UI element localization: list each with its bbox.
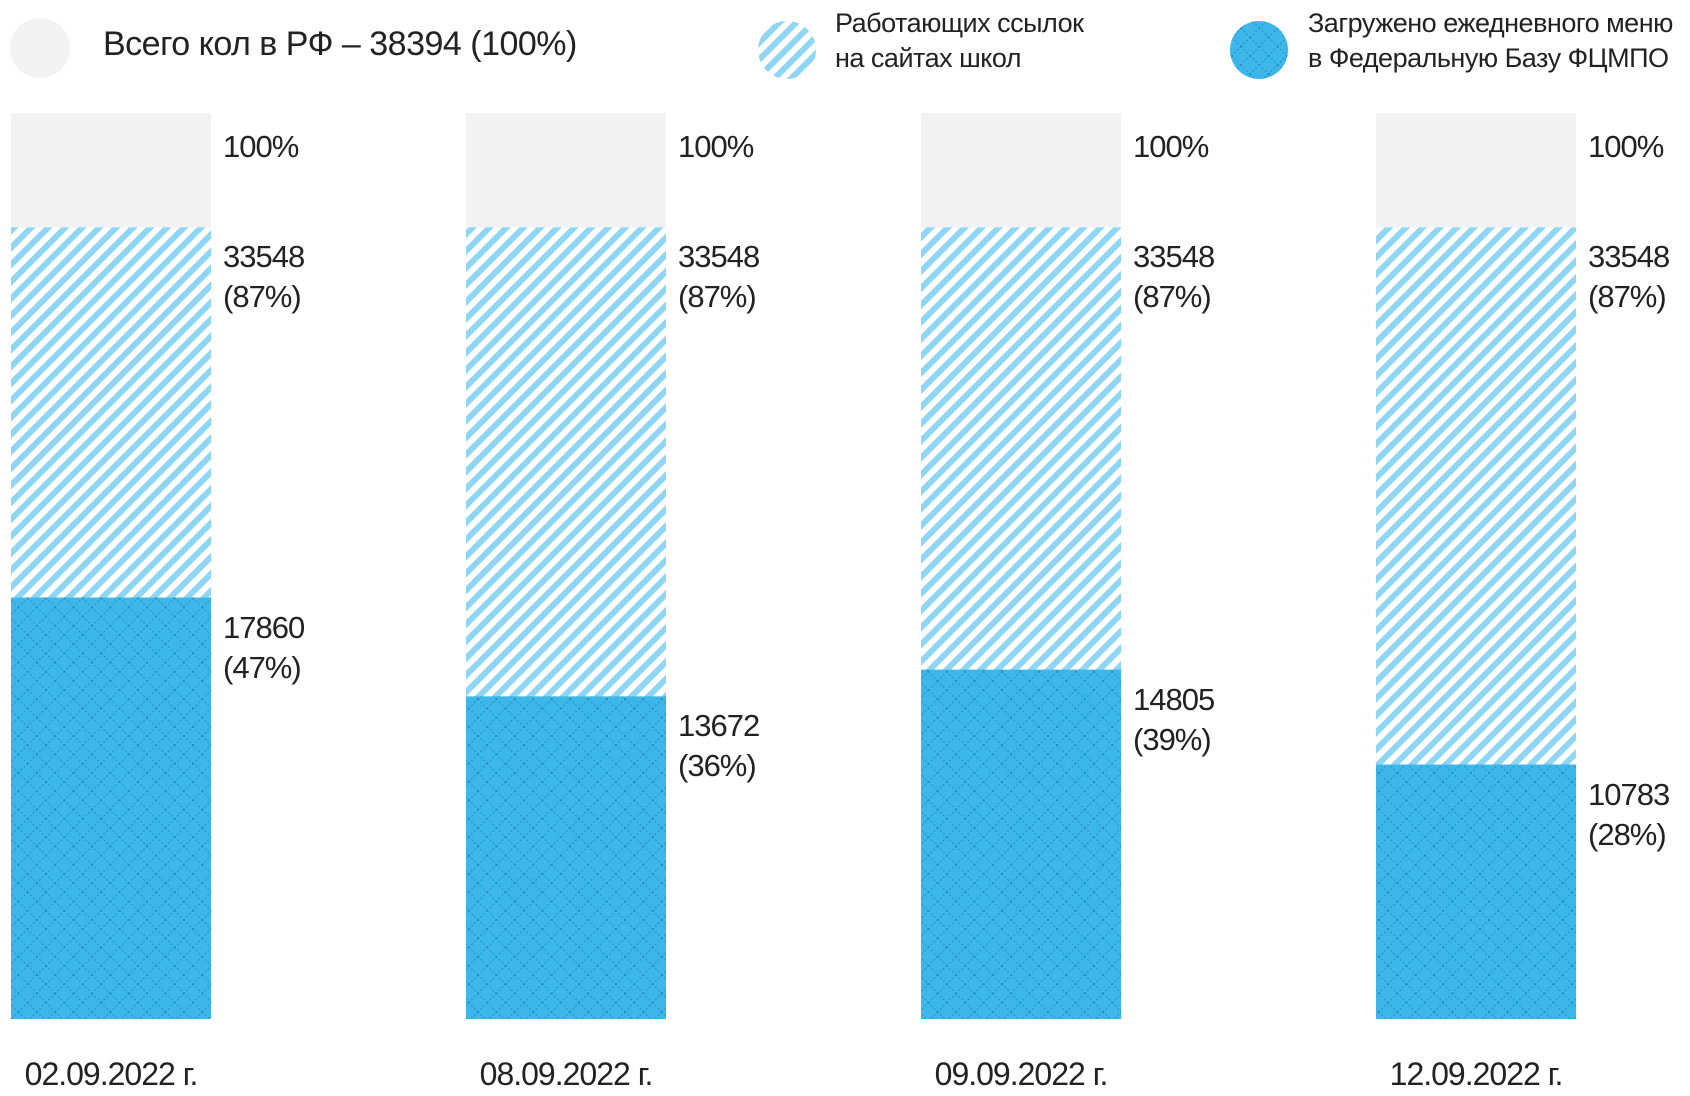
- bar: [11, 597, 211, 1019]
- data-label: 100%: [1588, 129, 1664, 164]
- bar: [921, 669, 1121, 1019]
- data-label: 100%: [1133, 129, 1209, 164]
- data-label: 33548 (87%): [223, 239, 305, 315]
- data-label: 10783 (28%): [1588, 776, 1670, 852]
- data-label: 33548 (87%): [1588, 239, 1670, 315]
- data-label: 100%: [678, 129, 754, 164]
- data-label: 33548 (87%): [1133, 239, 1215, 315]
- x-tick-label: 02.09.2022 г.: [24, 1056, 199, 1092]
- data-label: 33548 (87%): [678, 239, 760, 315]
- data-label: 14805 (39%): [1133, 681, 1215, 757]
- x-tick-label: 12.09.2022 г.: [1389, 1056, 1564, 1092]
- bar: [466, 696, 666, 1019]
- data-label: 13672 (36%): [678, 708, 760, 784]
- bar: [1376, 764, 1576, 1019]
- legend-swatch: [1230, 21, 1288, 79]
- data-label: 17860 (47%): [223, 609, 305, 685]
- legend-label: Всего кол в РФ – 38394 (100%): [103, 25, 577, 63]
- legend-swatch: [758, 21, 816, 79]
- data-label: 100%: [223, 129, 299, 164]
- x-tick-label: 08.09.2022 г.: [479, 1056, 654, 1092]
- legend-swatch: [10, 18, 70, 78]
- legend-label: Загружено ежедневного меню в Федеральную…: [1308, 8, 1673, 74]
- x-tick-label: 09.09.2022 г.: [934, 1056, 1109, 1092]
- legend-label: Работающих ссылок на сайтах школ: [835, 8, 1084, 74]
